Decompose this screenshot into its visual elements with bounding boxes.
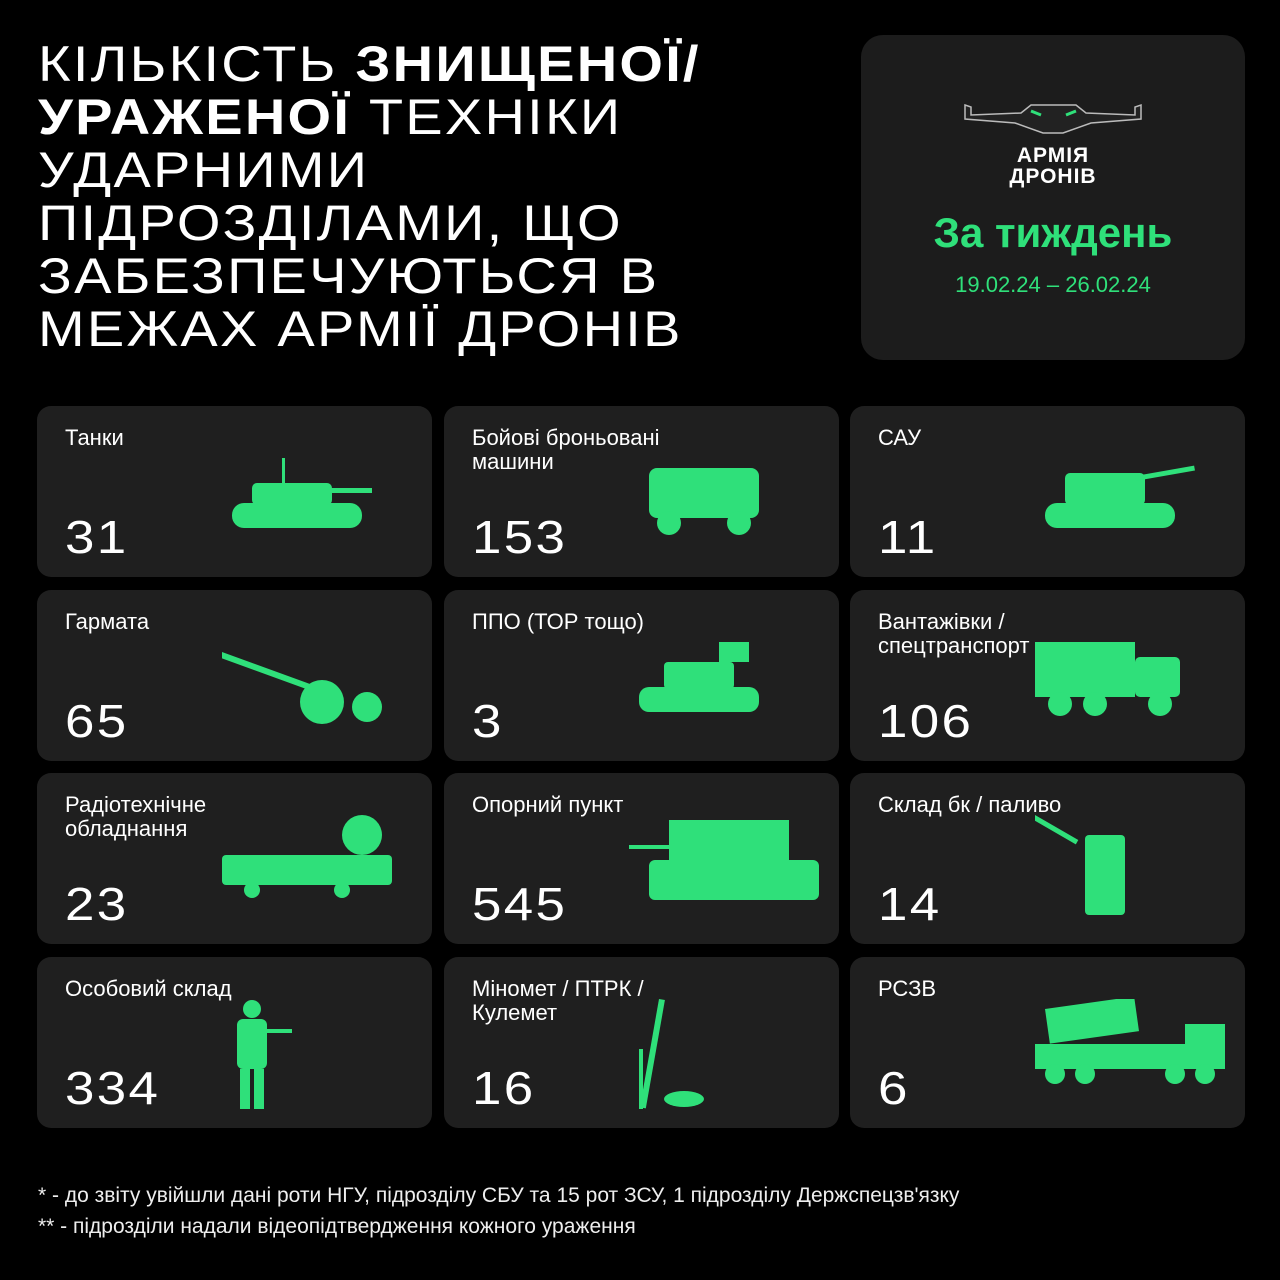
stat-label: Танки	[65, 425, 124, 450]
title-line: межах армії дронів	[38, 301, 683, 357]
page-title: Кількість знищеної/ ураженої техніки уда…	[38, 38, 934, 356]
title-bold: знищеної/	[355, 36, 701, 92]
drone-logo-icon	[964, 103, 1142, 134]
stat-value: 334	[65, 1062, 161, 1114]
stat-value: 3	[472, 695, 504, 747]
stat-card: Опорний пункт 545	[444, 773, 839, 944]
title-text: техніки	[351, 89, 623, 145]
bunker-icon	[629, 820, 819, 900]
stat-label: Особовий склад	[65, 976, 232, 1001]
logo-text: АРМІЯ ДРОНІВ	[861, 145, 1245, 187]
stat-value: 23	[65, 878, 129, 930]
title-line: забезпечуються в	[38, 248, 660, 304]
stat-value: 31	[65, 511, 129, 563]
stat-label: РСЗВ	[878, 976, 937, 1001]
stat-card: САУ 11	[850, 406, 1245, 577]
period-title: За тиждень	[933, 209, 1173, 256]
fuel-can-icon	[1035, 815, 1125, 915]
stat-value: 106	[878, 695, 974, 747]
date-range: 19.02.24 – 26.02.24	[955, 272, 1151, 297]
stat-label: Вантажівки / спецтранспорт	[878, 609, 1030, 658]
footnote: ** - підрозділи надали відеопідтвердженн…	[38, 1215, 636, 1238]
stat-value: 11	[878, 511, 938, 563]
stat-card: Танки 31	[37, 406, 432, 577]
stat-label: Радіотехнічне обладнання	[65, 792, 207, 841]
stat-value: 14	[878, 878, 942, 930]
armored-vehicle-icon	[649, 468, 759, 535]
stat-value: 16	[472, 1062, 536, 1114]
stat-card: Міномет / ПТРК /Кулемет 16	[444, 957, 839, 1128]
stat-label: Гармата	[65, 609, 150, 634]
logo-line: ДРОНІВ	[1009, 165, 1097, 188]
title-bold: ураженої	[38, 89, 352, 145]
stat-label: Опорний пункт	[472, 792, 624, 817]
stat-label: Бойові броньовані машини	[472, 425, 660, 474]
stat-card: Склад бк / паливо 14	[850, 773, 1245, 944]
stat-value: 65	[65, 695, 129, 747]
stat-value: 153	[472, 511, 568, 563]
radar-icon	[222, 815, 392, 898]
self-propelled-gun-icon	[1045, 465, 1195, 528]
stat-value: 6	[878, 1062, 910, 1114]
stat-card: Бойові броньовані машини 153	[444, 406, 839, 577]
title-text: Кількість	[38, 36, 356, 92]
stat-value: 545	[472, 878, 568, 930]
stat-card: ППО (ТОР тощо) 3	[444, 590, 839, 761]
title-line: ударними	[38, 142, 370, 198]
stat-label: ППО (ТОР тощо)	[472, 609, 645, 634]
footnote: * - до звіту увійшли дані роти НГУ, підр…	[38, 1184, 960, 1207]
stat-card: РСЗВ 6	[850, 957, 1245, 1128]
rocket-launcher-icon	[1035, 999, 1225, 1084]
mortar-icon	[639, 999, 704, 1109]
footnotes: * - до звіту увійшли дані роти НГУ, підр…	[38, 1180, 959, 1242]
logo-line: АРМІЯ	[1016, 144, 1090, 167]
soldier-icon	[237, 1000, 292, 1109]
tank-icon	[232, 458, 372, 528]
title-line: підрозділами, що	[38, 195, 623, 251]
air-defense-icon	[639, 642, 759, 712]
stat-label: Склад бк / паливо	[878, 792, 1062, 817]
howitzer-icon	[222, 651, 382, 724]
stat-label: Міномет / ПТРК /Кулемет	[472, 976, 644, 1025]
stat-card: Гармата 65	[37, 590, 432, 761]
stat-card: Радіотехнічне обладнання 23	[37, 773, 432, 944]
stat-card: Особовий склад 334	[37, 957, 432, 1128]
stat-label: САУ	[878, 425, 922, 450]
period-badge: АРМІЯ ДРОНІВ За тиждень 19.02.24 – 26.02.…	[861, 35, 1245, 360]
stat-card: Вантажівки / спецтранспорт 106	[850, 590, 1245, 761]
truck-icon	[1035, 642, 1180, 716]
